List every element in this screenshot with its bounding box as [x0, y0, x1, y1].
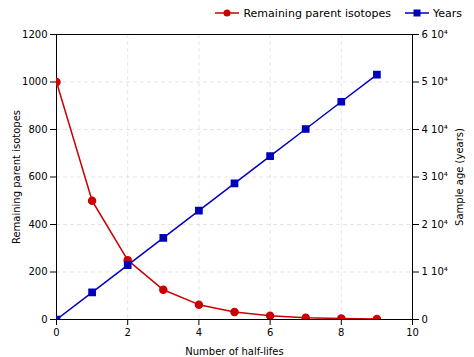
svg-text:600: 600 — [28, 171, 47, 182]
svg-text:0: 0 — [41, 314, 47, 325]
svg-text:Sample age (years): Sample age (years) — [454, 128, 465, 226]
svg-text:0: 0 — [53, 327, 59, 338]
svg-text:3 10⁴: 3 10⁴ — [422, 171, 448, 182]
svg-text:1 10⁴: 1 10⁴ — [422, 266, 448, 277]
svg-text:1000: 1000 — [22, 76, 47, 87]
svg-text:2: 2 — [125, 327, 131, 338]
svg-text:0: 0 — [422, 314, 428, 325]
svg-text:6: 6 — [267, 327, 273, 338]
svg-text:400: 400 — [28, 219, 47, 230]
html-text:Years: Years — [433, 6, 462, 20]
html-text:Remaining parent isotopes: Remaining parent isotopes — [243, 6, 391, 20]
svg-text:6 10⁴: 6 10⁴ — [422, 29, 448, 40]
svg-text:200: 200 — [28, 266, 47, 277]
svg-text:5 10⁴: 5 10⁴ — [422, 76, 448, 87]
svg-text:Remaining parent isotopes: Remaining parent isotopes — [11, 110, 22, 244]
svg-text:10: 10 — [406, 327, 419, 338]
svg-text:1200: 1200 — [22, 29, 47, 40]
svg-text:4: 4 — [196, 327, 202, 338]
svg-text:4 10⁴: 4 10⁴ — [422, 124, 448, 135]
svg-text:800: 800 — [28, 124, 47, 135]
svg-text:8: 8 — [338, 327, 344, 338]
svg-text:2 10⁴: 2 10⁴ — [422, 219, 448, 230]
svg-text:Number of half-lifes: Number of half-lifes — [185, 346, 283, 357]
